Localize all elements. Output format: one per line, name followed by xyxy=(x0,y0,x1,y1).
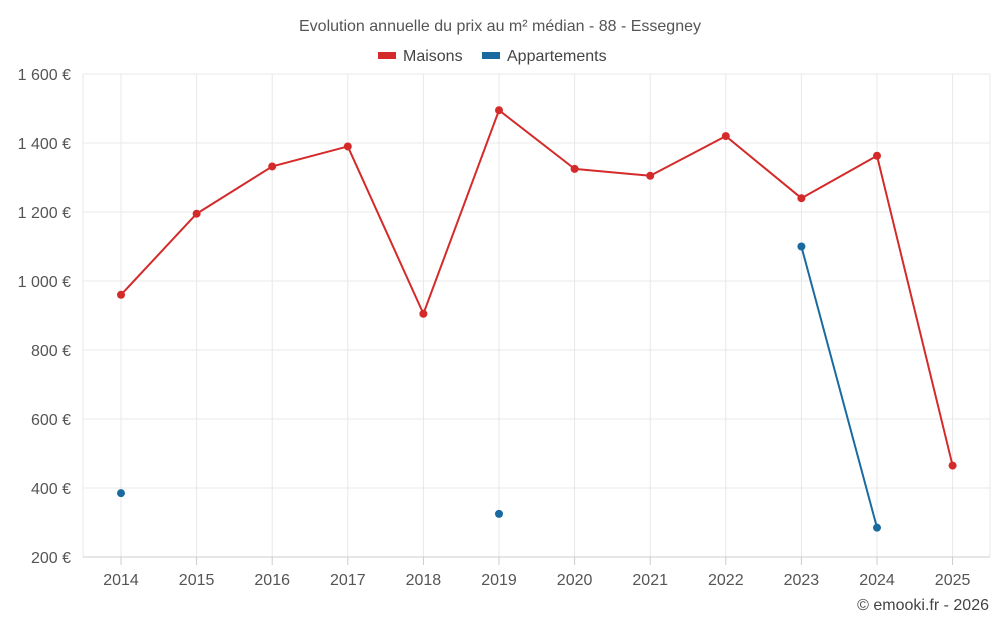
x-tick-label: 2014 xyxy=(103,572,139,589)
series-line-appartements xyxy=(800,246,878,528)
series-lines xyxy=(120,109,954,528)
x-tick-label: 2017 xyxy=(330,572,366,589)
data-point-maisons-2024[interactable] xyxy=(873,151,881,160)
legend-swatch-maisons xyxy=(378,52,396,59)
data-point-maisons-2015[interactable] xyxy=(192,209,201,218)
x-tick-label: 2023 xyxy=(784,572,820,589)
x-tick-label: 2025 xyxy=(935,572,971,589)
data-point-maisons-2022[interactable] xyxy=(721,132,730,141)
data-point-appartements-2024[interactable] xyxy=(873,523,881,532)
y-tick-label: 800 € xyxy=(31,343,71,360)
x-tick-label: 2015 xyxy=(179,572,215,589)
y-tick-label: 1 200 € xyxy=(18,205,71,222)
legend-item-maisons[interactable]: Maisons xyxy=(378,48,463,65)
legend[interactable]: Maisons Appartements xyxy=(378,48,607,65)
data-point-maisons-2021[interactable] xyxy=(646,171,655,180)
y-tick-label: 1 600 € xyxy=(18,67,71,84)
chart-title: Evolution annuelle du prix au m² médian … xyxy=(299,18,701,35)
grid xyxy=(82,73,991,558)
data-point-maisons-2025[interactable] xyxy=(948,461,957,470)
credit: © emooki.fr - 2026 xyxy=(857,597,989,614)
data-point-maisons-2017[interactable] xyxy=(343,142,352,151)
data-point-appartements-2019[interactable] xyxy=(495,509,503,518)
data-point-maisons-2014[interactable] xyxy=(117,290,125,299)
y-tick-label: 1 000 € xyxy=(18,274,71,291)
data-point-maisons-2018[interactable] xyxy=(419,309,428,318)
legend-label-appartements: Appartements xyxy=(507,48,607,65)
series-line-maisons xyxy=(120,109,954,466)
data-point-maisons-2016[interactable] xyxy=(268,162,277,171)
data-point-maisons-2020[interactable] xyxy=(570,164,579,173)
y-tick-label: 1 400 € xyxy=(18,136,71,153)
y-axis: 200 € 400 € 600 € 800 € 1 000 € 1 200 € 1 400 … xyxy=(18,67,71,567)
legend-label-maisons: Maisons xyxy=(403,48,463,65)
data-point-maisons-2019[interactable] xyxy=(495,106,503,115)
data-point-maisons-2023[interactable] xyxy=(797,194,806,203)
data-point-appartements-2023[interactable] xyxy=(797,242,806,251)
y-tick-label: 600 € xyxy=(31,412,71,429)
x-tick-label: 2022 xyxy=(708,572,744,589)
legend-item-appartements[interactable]: Appartements xyxy=(482,48,607,65)
x-tick-label: 2021 xyxy=(632,572,668,589)
x-tick-label: 2016 xyxy=(254,572,290,589)
y-tick-label: 200 € xyxy=(31,550,71,567)
x-tick-label: 2019 xyxy=(481,572,517,589)
series-points[interactable] xyxy=(117,106,957,532)
y-tick-label: 400 € xyxy=(31,481,71,498)
x-tick-label: 2018 xyxy=(406,572,442,589)
data-point-appartements-2014[interactable] xyxy=(117,489,125,498)
x-tick-label: 2024 xyxy=(859,572,895,589)
x-axis: 2014 2015 2016 2017 2018 2019 2020 2021 2022 2023… xyxy=(83,556,990,589)
legend-swatch-appartements xyxy=(482,52,500,59)
x-tick-label: 2020 xyxy=(557,572,593,589)
